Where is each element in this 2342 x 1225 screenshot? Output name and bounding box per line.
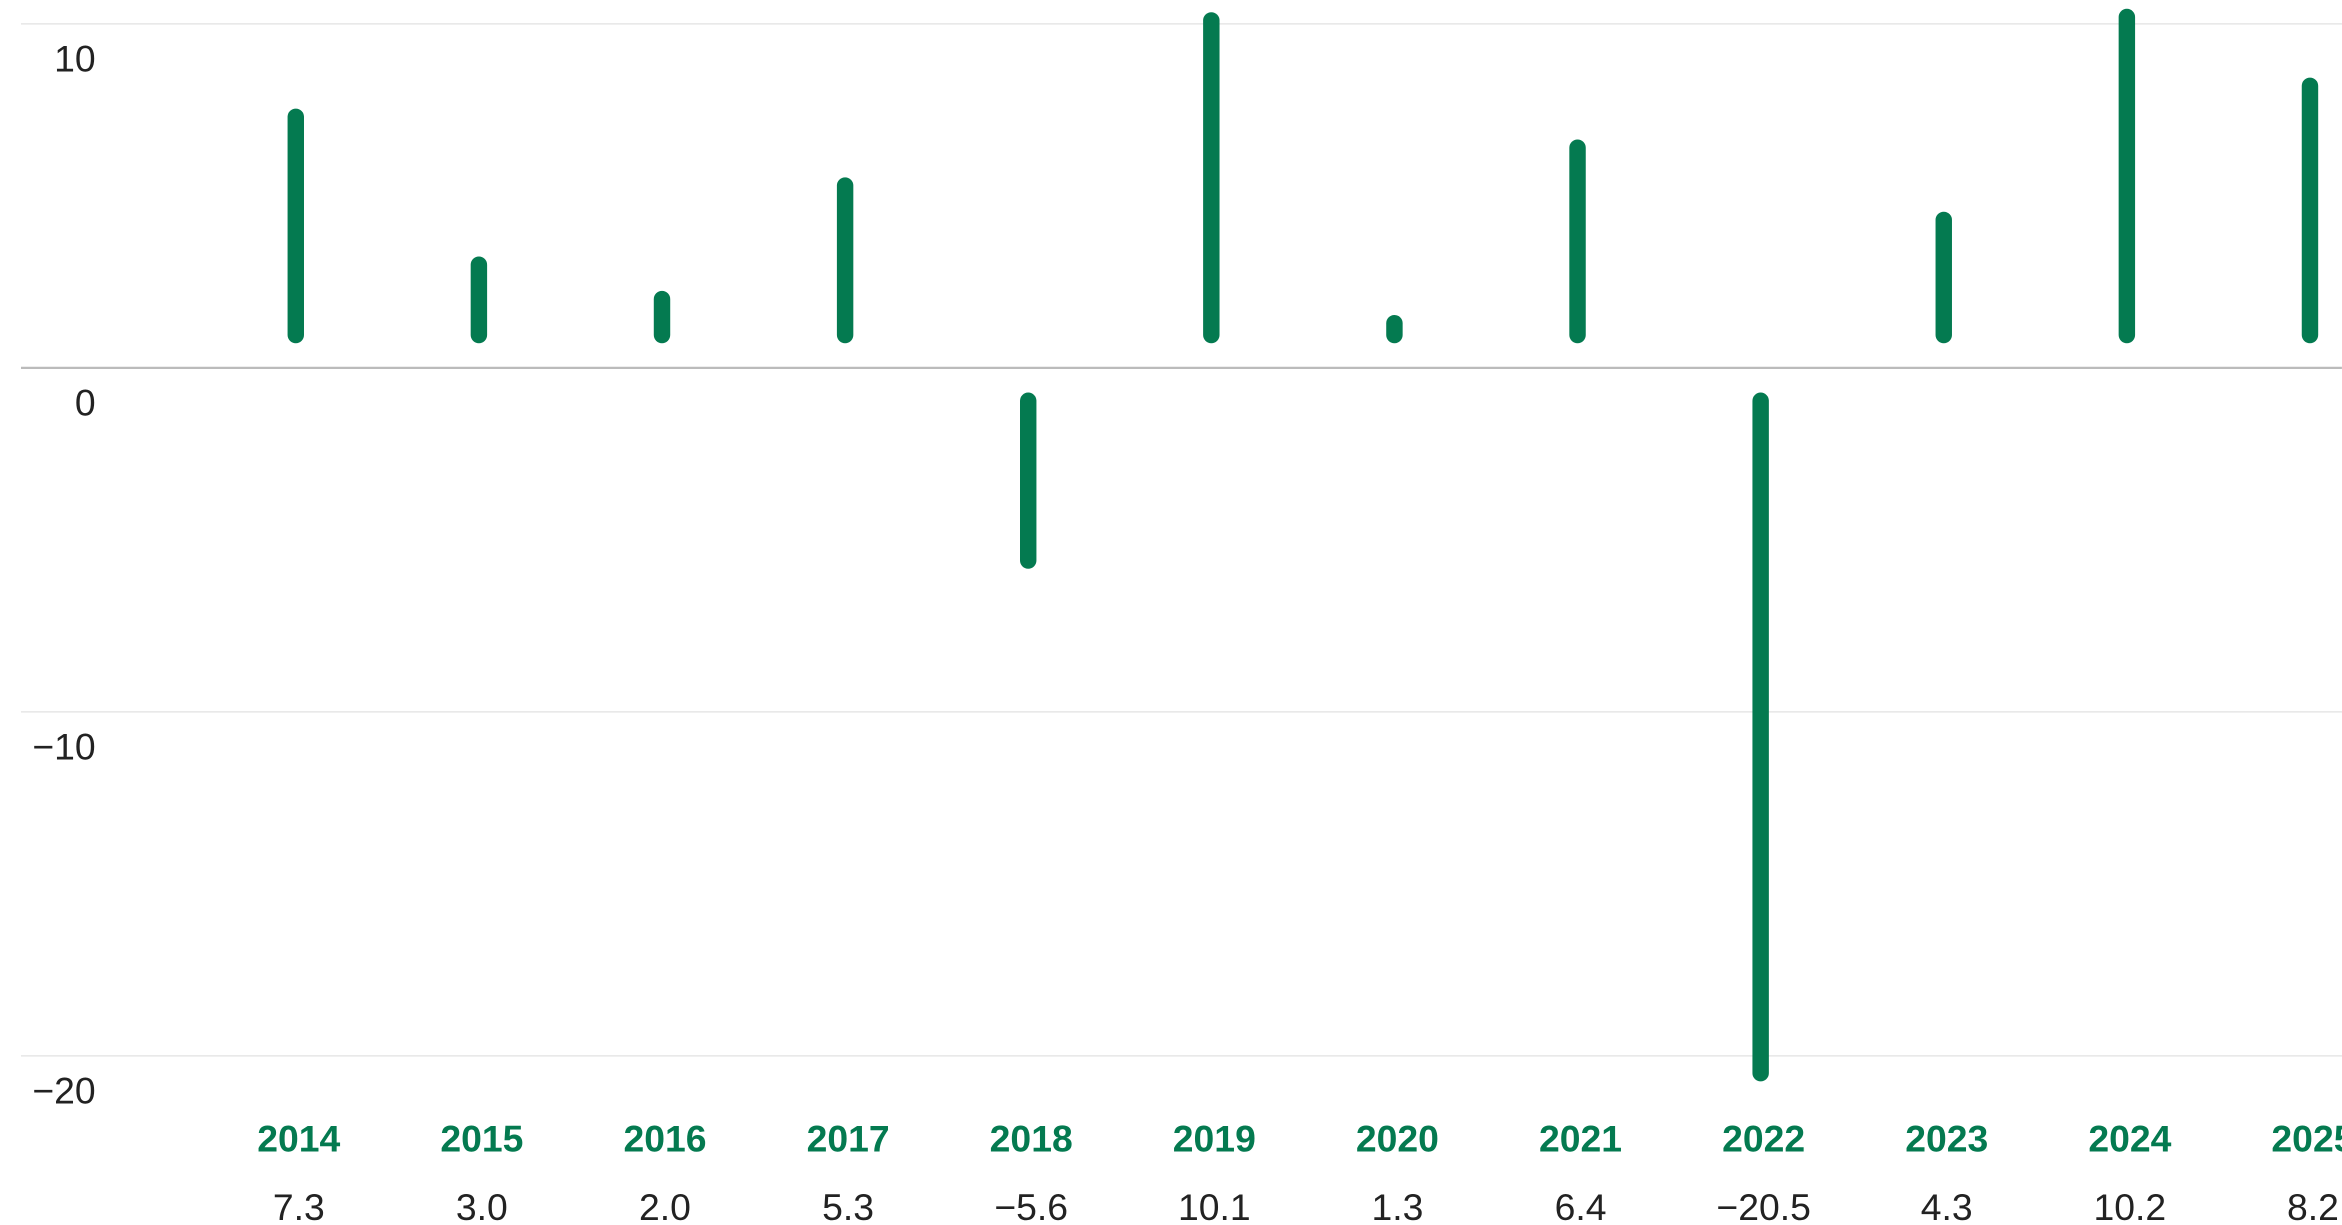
x-tick-label: 2017	[807, 1118, 890, 1160]
x-tick-label: 2014	[257, 1118, 340, 1160]
x-tick-label: 2018	[990, 1118, 1073, 1160]
x-tick-label: 2015	[440, 1118, 523, 1160]
x-tick-label: 2023	[1905, 1118, 1988, 1160]
y-tick-label: −10	[32, 726, 95, 768]
value-label: 2.0	[639, 1186, 691, 1225]
value-label: −20.5	[1716, 1186, 1810, 1225]
value-label: 7.3	[273, 1186, 325, 1225]
y-tick-label: 0	[75, 382, 96, 424]
x-tick-label: 2020	[1356, 1118, 1439, 1160]
x-tick-label: 2025	[2271, 1118, 2342, 1160]
x-tick-label: 2022	[1722, 1118, 1805, 1160]
value-label: 3.0	[456, 1186, 508, 1225]
x-tick-label: 2016	[623, 1118, 706, 1160]
x-tick-label: 2021	[1539, 1118, 1622, 1160]
value-label: 10.2	[2094, 1186, 2167, 1225]
x-tick-label: 2024	[2088, 1118, 2171, 1160]
value-label: 4.3	[1921, 1186, 1973, 1225]
y-tick-label: 10	[54, 38, 96, 80]
value-label: 8.2	[2287, 1186, 2339, 1225]
x-tick-label: 2019	[1173, 1118, 1256, 1160]
value-label: 10.1	[1178, 1186, 1251, 1225]
value-label: 6.4	[1555, 1186, 1607, 1225]
y-tick-label: −20	[32, 1070, 95, 1112]
value-label: 5.3	[822, 1186, 874, 1225]
value-label: −5.6	[994, 1186, 1068, 1225]
value-label: 1.3	[1371, 1186, 1423, 1225]
